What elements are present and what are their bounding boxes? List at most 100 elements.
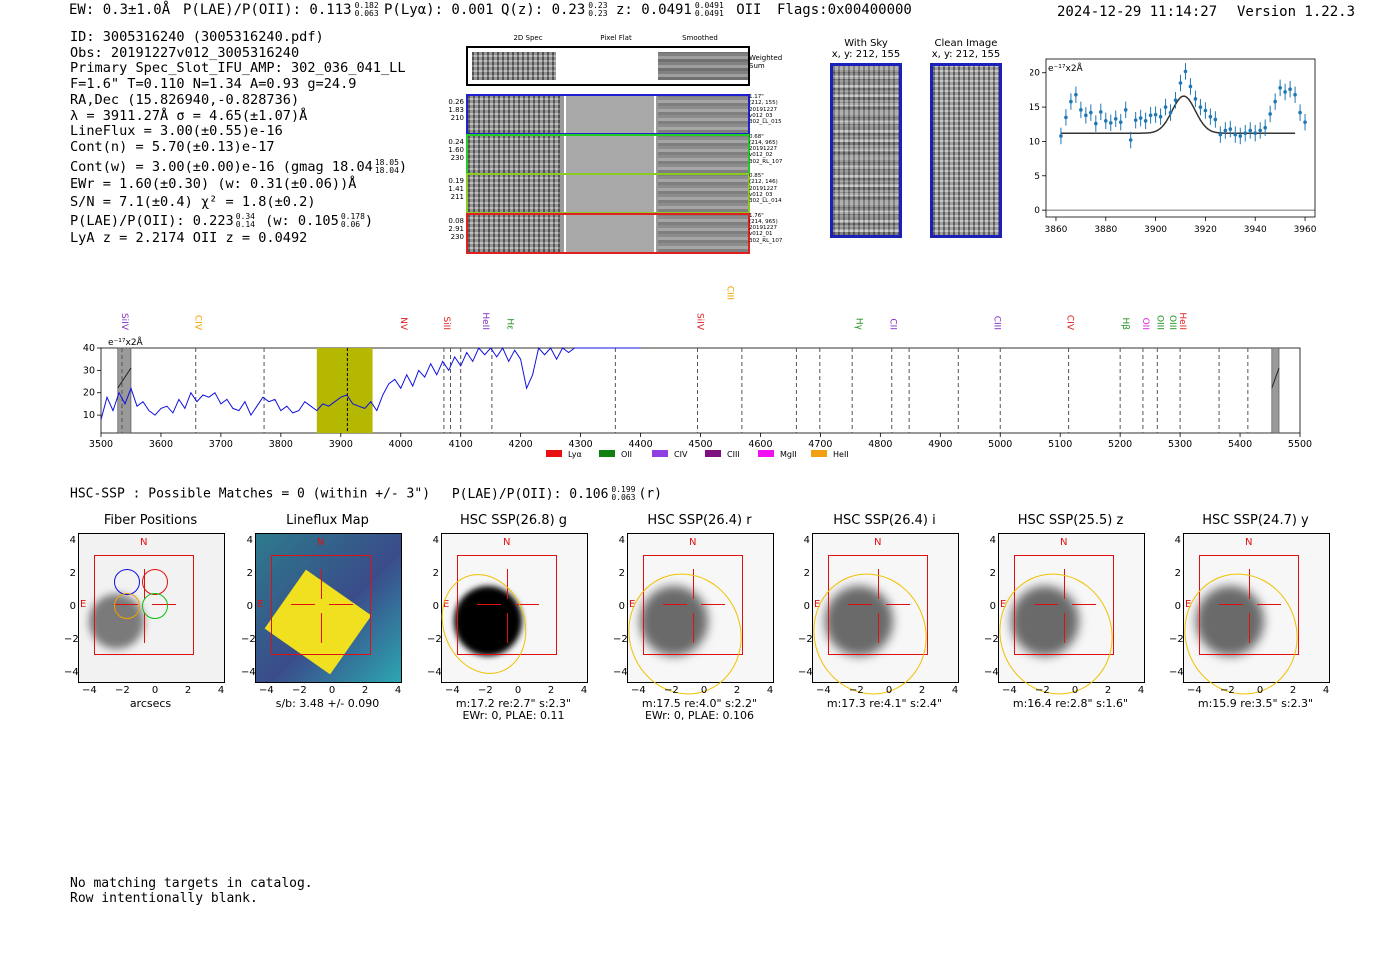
cutout-clean-xy: x, y: 212, 155 — [931, 49, 1001, 60]
stamp-source — [640, 586, 708, 656]
stamp-caption-2: EWr: 0, PLAE: 0.106 — [644, 709, 755, 722]
stamp-xtick-label: 2 — [547, 685, 555, 696]
stamp-east-label: E — [1000, 599, 1007, 610]
spec2d-row-pixelflat — [564, 214, 656, 252]
fit-data-point — [1193, 97, 1198, 101]
stamp-cross-v2 — [144, 613, 145, 643]
fit-data-point — [1168, 110, 1173, 115]
spec2d-row-noise — [468, 135, 560, 173]
fit-data-point — [1079, 108, 1083, 112]
stamp-ytick-label: −4 — [1169, 667, 1184, 678]
stamp-xtick-label: 4 — [1137, 685, 1145, 696]
info-contw: Cont(w) = 3.00(±0.00)e-16 (gmag 18.04 18.… — [70, 158, 407, 176]
cutout-withsky-image — [830, 63, 902, 238]
fs-xtick-label: 4500 — [688, 439, 712, 450]
fit-data-point — [1094, 121, 1098, 126]
stamp-aperture-box — [1199, 555, 1299, 655]
spec2d-row-meta: 0.68" (214, 965) 20191227 v012_02 302_RL_107 — [749, 134, 782, 165]
spec2d-row-meta-line: v012_03 — [749, 191, 773, 198]
stamp-xtick-label: 0 — [151, 685, 159, 696]
spec2d-row-value: 210 — [450, 114, 464, 122]
spec2d-row-meta-line: v012_01 — [749, 231, 773, 238]
stamp-aperture-box — [1014, 555, 1114, 655]
spec2d-row-meta-line: (214, 965) — [749, 139, 778, 146]
stamp-xtick-label: 0 — [514, 685, 522, 696]
fit-ytick-label: 10 — [1030, 137, 1040, 147]
stamp-xtick-label: −4 — [631, 685, 646, 696]
hsc-plae-band: (r) — [638, 486, 662, 502]
stamp-xtick-label: 2 — [184, 685, 192, 696]
stamp-north-label: N — [1060, 537, 1068, 548]
fs-line-label: SiII — [441, 316, 451, 330]
spec2d-row-texture — [658, 214, 748, 252]
fit-data-point — [1089, 110, 1093, 115]
fs-shaded-hatch — [1271, 367, 1280, 389]
spec2d-row-texture — [658, 96, 748, 133]
stamp-image — [812, 533, 959, 683]
fs-shaded-region — [316, 348, 373, 433]
stamp-aperture-box — [457, 555, 557, 655]
spec2d-row-meta-line: 20191227 — [749, 106, 777, 113]
fit-data-point — [1213, 117, 1218, 122]
hsc-title-text: HSC-SSP : Possible Matches = 0 (within +… — [70, 486, 431, 502]
stamp-ytick-label: 0 — [1174, 601, 1181, 612]
stamp-xtick-label: −2 — [478, 685, 493, 696]
fs-legend-label: HeII — [833, 450, 849, 459]
cutout-clean-image — [930, 63, 1002, 238]
fs-line-label: HeII — [480, 312, 490, 330]
spec2d-row-values: 0.24 1.60 230 — [444, 138, 464, 162]
spec2d-row-meta-line: v012_03 — [749, 112, 773, 119]
cutout-clean-label: Clean Image — [934, 38, 998, 49]
spec2d-row-value: 0.24 — [448, 137, 464, 146]
stamp-ytick-label: 4 — [618, 535, 625, 546]
stamp-cross-v1 — [507, 569, 508, 599]
fs-legend-label: Lyα — [568, 450, 582, 459]
stamp-image — [441, 533, 588, 683]
stamp-ytick-label: 0 — [432, 601, 439, 612]
stamp-cross-v2 — [507, 613, 508, 643]
fs-xtick-label: 5000 — [988, 439, 1012, 450]
fs-ytick-label: 30 — [83, 365, 95, 376]
stamp-xtick-label: 4 — [394, 685, 402, 696]
info-contn: Cont(n) = 5.70(±0.13)e-17 — [70, 138, 275, 155]
spec2d-row-value: 0.19 — [448, 177, 464, 185]
fs-xtick-label: 3700 — [209, 439, 233, 450]
spec2d-row-smoothed — [658, 175, 748, 212]
spec2d-header-pixelflat: Pixel Flat — [600, 34, 632, 42]
stamp-ytick-label: −4 — [798, 667, 813, 678]
spec2d-weighted-row — [466, 46, 750, 86]
stamp-cross-v2 — [321, 613, 322, 643]
stamp-north-label: N — [503, 537, 511, 548]
info-plae-w-lo: 0.06 — [340, 219, 361, 229]
cutout-withsky-xy: x, y: 212, 155 — [831, 49, 901, 60]
stamp-caption: m:15.9 re:3.5" s:2.3" — [1197, 697, 1314, 710]
info-z: LyA z = 2.2174 OII z = 0.0492 — [70, 230, 308, 247]
fit-data-point — [1074, 92, 1078, 97]
header-plya: P(Lyα): 0.001 — [384, 2, 494, 18]
fit-data-point — [1138, 116, 1143, 120]
stamp-cross-h2 — [1257, 604, 1281, 605]
stamp-caption: m:16.4 re:2.8" s:1.6" — [1012, 697, 1129, 710]
fit-data-point — [1198, 105, 1203, 109]
fs-line-label: CII — [888, 318, 898, 330]
header-qz-value: Q(z): 0.23 — [501, 2, 586, 18]
fit-xtick-label: 3860 — [1045, 225, 1068, 235]
stamp-ytick-label: −4 — [241, 667, 256, 678]
fs-xtick-label: 4700 — [808, 439, 832, 450]
fs-legend-swatch — [758, 450, 774, 457]
stamp-north-label: N — [140, 537, 148, 548]
fs-xtick-label: 4300 — [569, 439, 593, 450]
fit-data-point — [1223, 128, 1228, 133]
fs-line-label: HeII — [1177, 312, 1187, 330]
fs-spectrum-line — [100, 346, 641, 420]
fs-xtick-label: 5300 — [1168, 439, 1192, 450]
stamp-ytick-label: −4 — [613, 667, 628, 678]
stamp-image — [255, 533, 402, 683]
spec2d-row-value: 211 — [450, 193, 464, 201]
fiber-circle — [114, 593, 140, 619]
info-block: ID: 3005316240 (3005316240.pdf) Obs: 201… — [70, 29, 407, 247]
fs-line-label: CIII — [991, 316, 1001, 330]
stamp-caption: m:17.5 re:4.0" s:2.2" — [641, 697, 758, 710]
stamp-cross-v1 — [1249, 569, 1250, 599]
fs-xtick-label: 4000 — [389, 439, 413, 450]
